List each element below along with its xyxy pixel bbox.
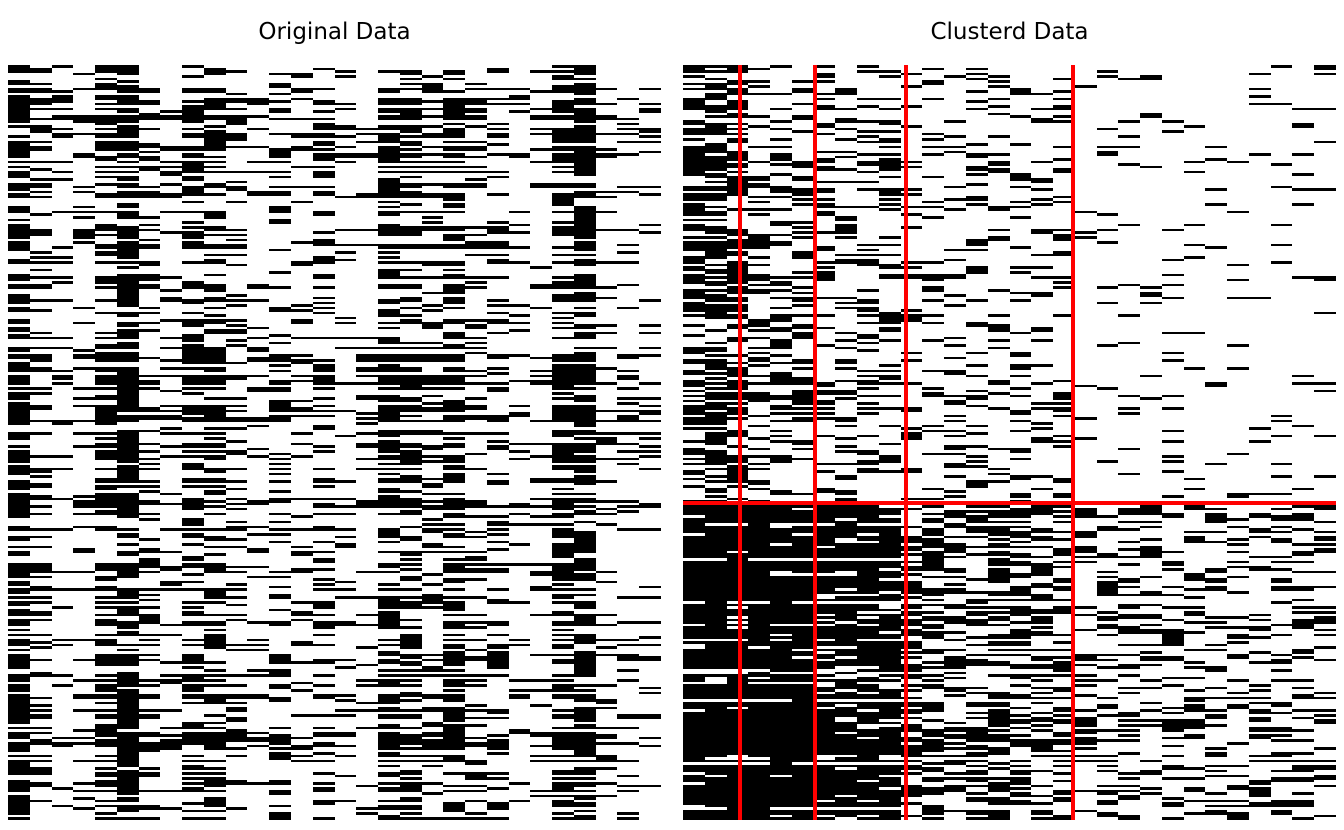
clustered-data-heatmap [683, 65, 1336, 820]
original-data-title: Original Data [258, 19, 411, 45]
original-data-heatmap [8, 65, 661, 820]
clustered-data-title: Clusterd Data [930, 19, 1089, 45]
